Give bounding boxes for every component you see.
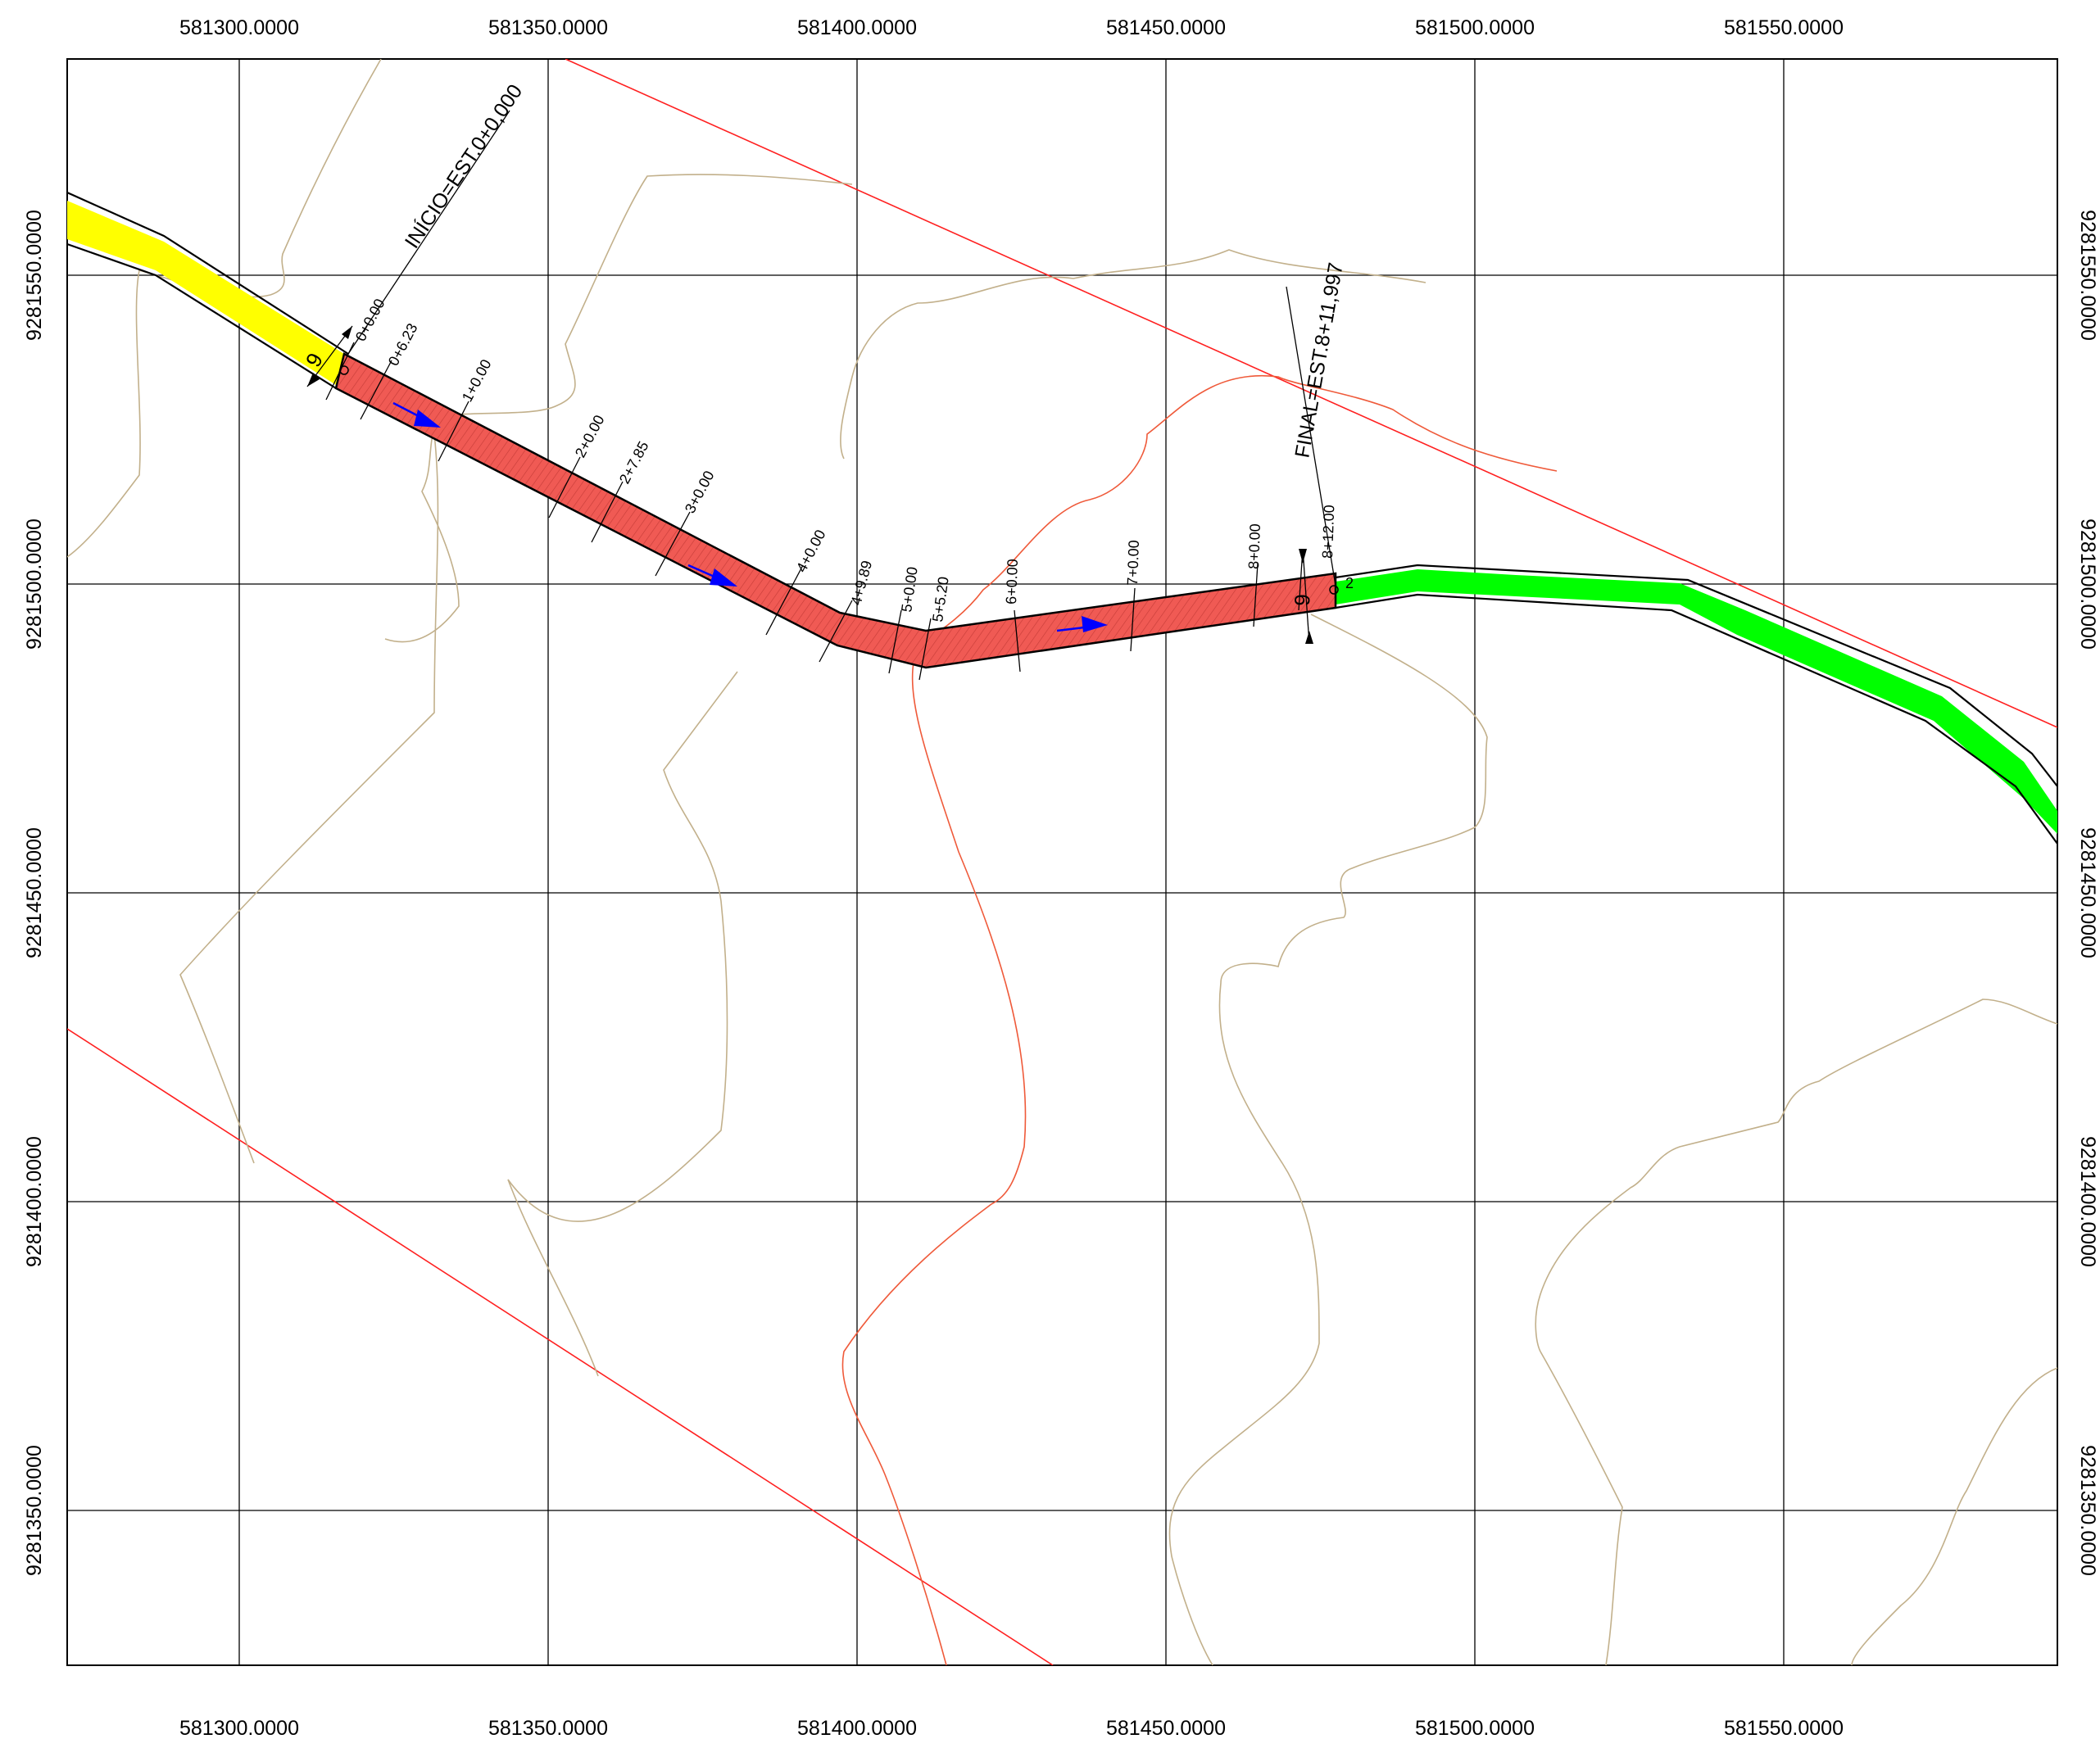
y-axis-right-label: 9281350.0000 [2076,1445,2099,1576]
station-label: 5+0.00 [898,566,921,614]
flow-direction-arrows [392,401,1108,632]
x-axis-top-label: 581500.0000 [1415,16,1535,39]
end-leader-line [1286,286,1336,586]
x-axis-top-label: 581400.0000 [797,16,917,39]
station-label: 6+0.00 [1003,559,1021,605]
downstream-channel-edge [1335,564,2057,787]
station-label: 1+0.00 [459,356,495,404]
y-axis-left-label: 9281350.0000 [23,1445,46,1576]
x-axis-bottom-label: 581550.0000 [1724,1717,1844,1740]
upstream-channel-edge [67,242,337,389]
current-channel-segment [334,352,1337,669]
y-axis-left-label: 9281550.0000 [23,210,46,341]
y-axis-left-label: 9281450.0000 [23,827,46,958]
segment-end-markers [306,325,1339,645]
downstream-channel-edge [1335,593,2057,845]
x-axis-top-label: 581450.0000 [1106,16,1226,39]
segment-end-number: 9 [1290,594,1314,607]
start-station-label: INÍCIO=EST.0+0,000 [400,79,527,252]
x-axis-bottom-label: 581350.0000 [488,1717,608,1740]
x-axis-top-label: 581550.0000 [1724,16,1844,39]
x-axis-bottom-label: 581400.0000 [797,1717,917,1740]
y-axis-right-label: 9281400.0000 [2076,1136,2099,1267]
drawing-frame [66,58,2058,1666]
upstream-channel-edge [67,191,349,355]
x-axis-bottom-label: 581500.0000 [1415,1717,1535,1740]
y-axis-left-label: 9281400.0000 [23,1136,46,1267]
coordinate-grid [67,59,2057,1665]
segment-start-number: 9 [301,349,328,371]
x-axis-top-label: 581350.0000 [488,16,608,39]
x-axis-bottom-label: 581300.0000 [179,1717,299,1740]
node-label: 2 [1345,575,1354,591]
station-label: 7+0.00 [1124,540,1142,586]
y-axis-right-label: 9281450.0000 [2076,827,2099,958]
start-leader-line [347,110,510,355]
upstream-channel-segment [67,201,344,385]
end-station-label: FINAL=EST.8+11,997 [1290,260,1347,460]
station-label: 3+0.00 [682,468,718,515]
downstream-channel-segment [1336,569,2057,834]
y-axis-right-label: 9281500.0000 [2076,519,2099,650]
y-axis-left-label: 9281500.0000 [23,519,46,650]
station-label: 8+12.00 [1319,505,1337,559]
station-label: 5+5.20 [929,576,952,623]
x-axis-bottom-label: 581450.0000 [1106,1717,1226,1740]
property-boundary-lines [67,59,2057,1665]
station-label: 8+0.00 [1245,523,1263,569]
station-label: 4+9.89 [848,559,876,607]
station-label: 2+7.85 [616,438,652,486]
y-axis-right-label: 9281550.0000 [2076,210,2099,341]
station-label: 4+0.00 [793,527,829,574]
x-axis-top-label: 581300.0000 [179,16,299,39]
station-label: 2+0.00 [572,412,608,460]
station-label: 0+0.00 [352,296,388,343]
station-label: 0+6.23 [385,320,421,368]
contour-red [841,374,1558,1665]
